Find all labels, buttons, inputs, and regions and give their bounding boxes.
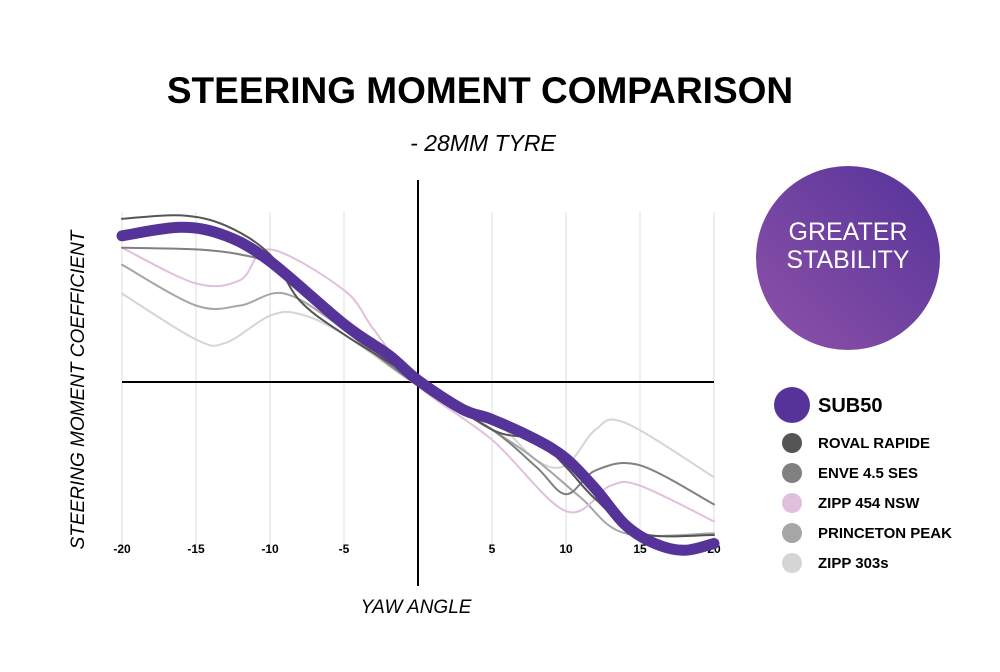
legend-item: ZIPP 454 NSW xyxy=(782,493,920,513)
chart-title: STEERING MOMENT COMPARISON xyxy=(167,70,793,111)
badge-circle xyxy=(756,166,940,350)
legend-item: ROVAL RAPIDE xyxy=(782,433,930,453)
badge-line-1: GREATER xyxy=(789,218,908,246)
gridlines xyxy=(121,212,715,556)
legend-label: ROVAL RAPIDE xyxy=(818,435,930,452)
greater-stability-badge: GREATER STABILITY xyxy=(756,166,940,350)
legend-label: ENVE 4.5 SES xyxy=(818,465,918,482)
legend-label: ZIPP 303s xyxy=(818,555,889,572)
legend-label: ZIPP 454 NSW xyxy=(818,495,920,512)
chart-subtitle: - 28MM TYRE xyxy=(410,130,556,156)
x-tick-label: 10 xyxy=(559,542,573,556)
legend-item: PRINCETON PEAK xyxy=(782,523,952,543)
x-tick-label: 15 xyxy=(633,542,647,556)
legend-label: PRINCETON PEAK xyxy=(818,525,952,542)
legend-item: ENVE 4.5 SES xyxy=(782,463,918,483)
legend-swatch xyxy=(774,387,810,423)
x-tick-label: -15 xyxy=(187,542,205,556)
legend-item: ZIPP 303s xyxy=(782,553,889,573)
legend-swatch xyxy=(782,553,802,573)
x-axis-label: YAW ANGLE xyxy=(361,597,472,618)
legend-item: SUB50 xyxy=(774,387,882,423)
series-line-sub50 xyxy=(116,221,720,556)
legend-swatch xyxy=(782,463,802,483)
series-lines xyxy=(116,214,720,556)
x-tick-label: -5 xyxy=(339,542,350,556)
badge-line-2: STABILITY xyxy=(786,246,910,274)
legend-swatch xyxy=(782,493,802,513)
legend-swatch xyxy=(782,523,802,543)
x-tick-label: -10 xyxy=(261,542,279,556)
x-tick-label: -20 xyxy=(113,542,131,556)
legend-swatch xyxy=(782,433,802,453)
x-tick-label: 5 xyxy=(489,542,496,556)
y-axis-label: STEERING MOMENT COEFFICIENT xyxy=(68,229,89,549)
legend: SUB50 ROVAL RAPIDE ENVE 4.5 SES ZIPP 454 NS… xyxy=(774,387,952,573)
legend-label: SUB50 xyxy=(818,395,882,417)
